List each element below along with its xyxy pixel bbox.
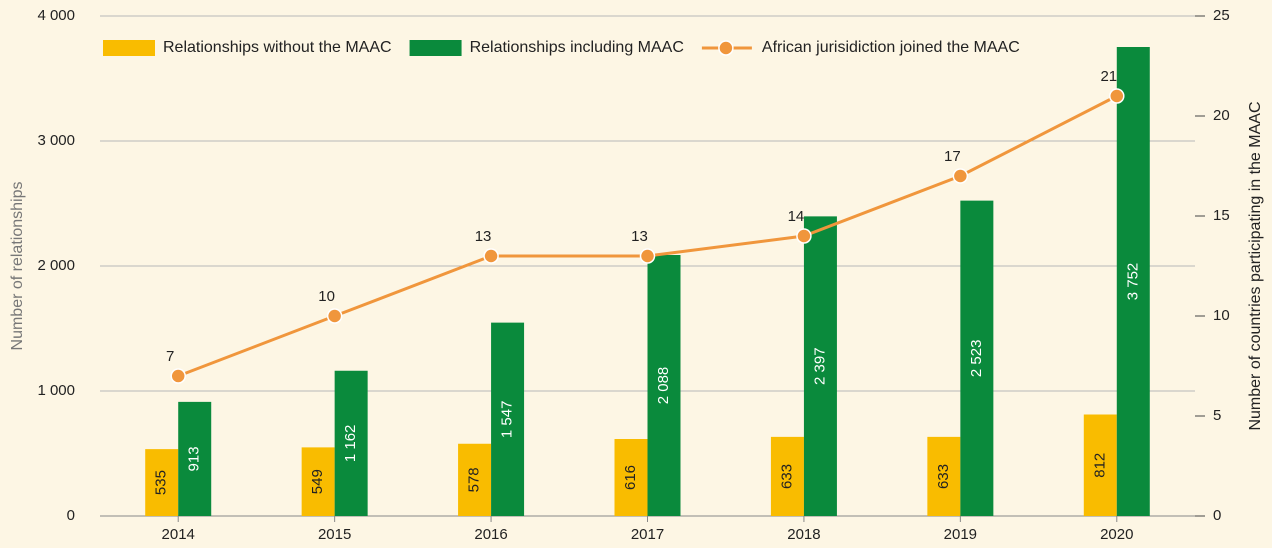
bar-value-label: 2 523 — [968, 340, 985, 378]
bar — [614, 439, 648, 516]
y-tick-label: 1 000 — [37, 382, 75, 399]
point-label: 13 — [475, 228, 492, 245]
y-tick-label: 3 000 — [37, 132, 75, 149]
bar-value-label: 3 752 — [1124, 263, 1141, 301]
bar — [178, 401, 212, 516]
x-tick-label: 2018 — [787, 526, 820, 543]
bar-value-label: 633 — [778, 464, 795, 489]
x-tick-label: 2017 — [631, 526, 664, 543]
y2-tick-label: 15 — [1213, 207, 1230, 224]
y-tick-label: 2 000 — [37, 257, 75, 274]
bar-value-label: 549 — [309, 469, 326, 494]
line-point — [952, 168, 969, 184]
bar — [960, 200, 994, 516]
line-point — [483, 248, 499, 264]
bar — [458, 443, 492, 516]
legend-label: Relationships without the MAAC — [163, 39, 392, 56]
x-tick-label: 2016 — [474, 526, 507, 543]
bar — [647, 255, 681, 516]
bar-value-label: 1 547 — [499, 401, 516, 439]
line-point — [170, 368, 186, 384]
bar — [1083, 414, 1117, 516]
legend-label: African jurisidiction joined the MAAC — [762, 39, 1020, 56]
y-tick-label: 0 — [67, 507, 75, 524]
y-tick-label: 4 000 — [37, 7, 75, 24]
y2-tick-label: 25 — [1213, 7, 1230, 24]
point-label: 17 — [944, 148, 961, 165]
bar-value-label: 2 397 — [811, 347, 828, 385]
bar — [145, 449, 179, 516]
line-point — [796, 228, 812, 244]
point-label: 14 — [788, 208, 805, 225]
x-tick-label: 2019 — [944, 526, 977, 543]
point-label: 7 — [166, 348, 174, 365]
bar-value-label: 578 — [466, 467, 483, 492]
x-tick-label: 2015 — [318, 526, 351, 543]
y2-tick-label: 20 — [1213, 107, 1230, 124]
x-tick-label: 2020 — [1100, 526, 1133, 543]
x-tick-label: 2014 — [162, 526, 195, 543]
bar — [301, 447, 335, 516]
y2-tick-label: 5 — [1213, 407, 1221, 424]
bar-value-label: 2 088 — [655, 367, 672, 405]
line-point — [639, 248, 656, 264]
bar — [803, 216, 837, 516]
bar-value-label: 1 162 — [342, 425, 359, 463]
legend-point — [718, 40, 734, 56]
bar-value-label: 535 — [153, 470, 170, 495]
bar — [491, 322, 525, 516]
y2-axis-title: Number of countries participating in the… — [1247, 101, 1264, 430]
point-label: 13 — [631, 228, 648, 245]
legend-swatch — [409, 40, 462, 56]
legend-label: Relationships including MAAC — [470, 39, 684, 56]
bar — [1116, 47, 1150, 516]
point-label: 10 — [318, 288, 335, 305]
y2-tick-label: 0 — [1213, 507, 1221, 524]
bar-value-label: 913 — [186, 446, 203, 471]
bar — [770, 436, 804, 516]
bar-value-label: 633 — [935, 464, 952, 489]
line-point — [326, 308, 343, 324]
line-point — [1109, 88, 1125, 104]
bar-value-label: 812 — [1091, 453, 1108, 478]
bar — [927, 436, 961, 516]
y-axis-title: Number of relationships — [9, 182, 26, 351]
bar-value-label: 616 — [622, 465, 639, 490]
y2-tick-label: 10 — [1213, 307, 1230, 324]
point-label: 21 — [1100, 68, 1117, 85]
bar — [334, 370, 368, 516]
legend-swatch — [103, 40, 155, 56]
